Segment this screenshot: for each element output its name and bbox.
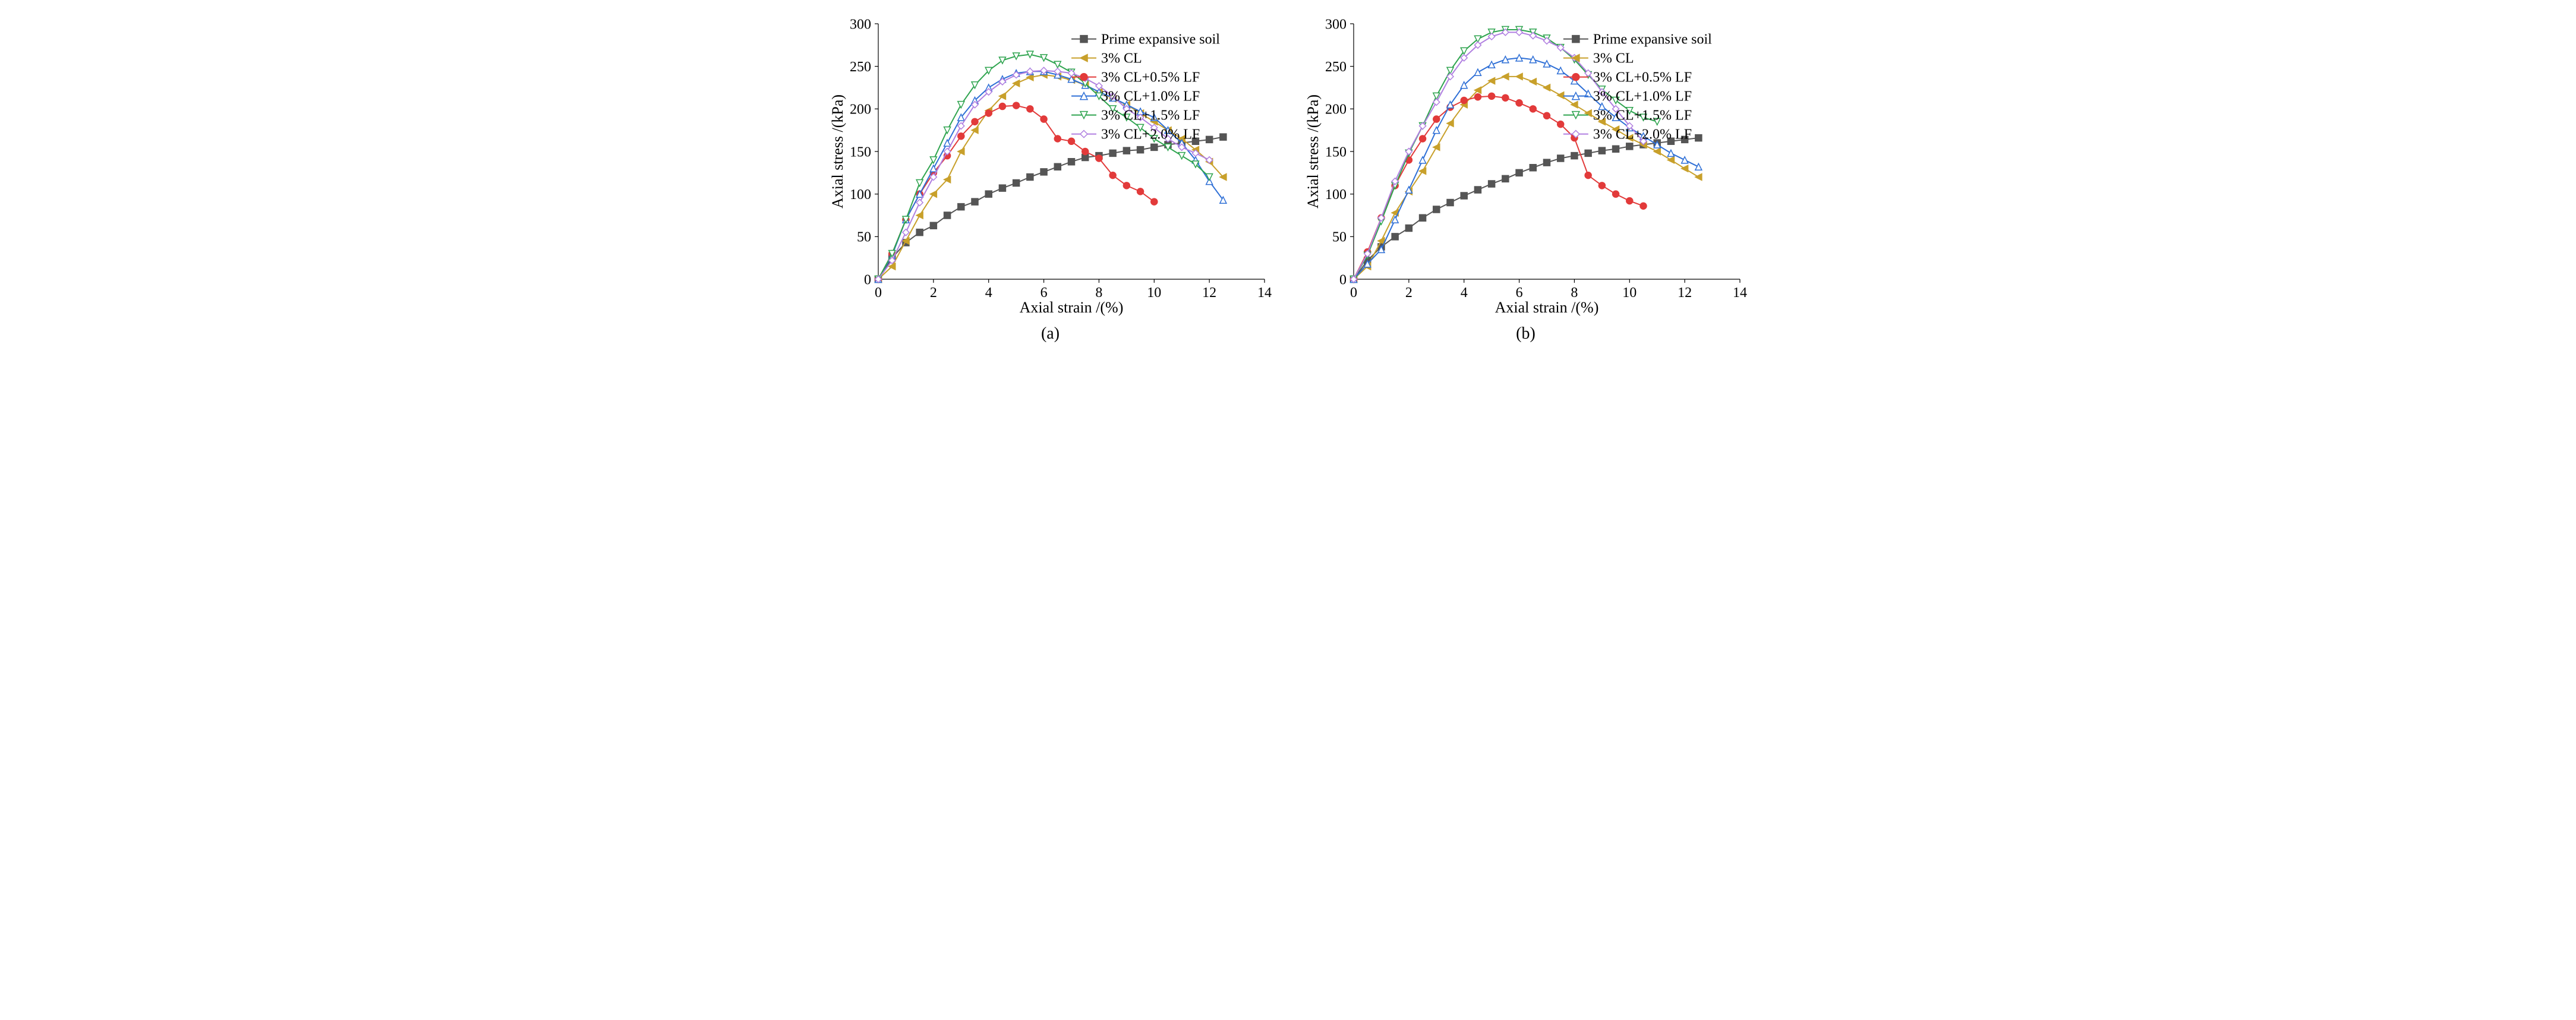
chart-b: 02468101214050100150200250300Axial strai…	[1300, 12, 1752, 321]
svg-text:50: 50	[1332, 230, 1347, 245]
svg-text:100: 100	[1325, 187, 1347, 203]
svg-text:Prime expansive soil: Prime expansive soil	[1101, 31, 1220, 47]
svg-text:14: 14	[1257, 285, 1272, 301]
svg-text:300: 300	[850, 17, 871, 32]
svg-text:50: 50	[857, 230, 871, 245]
svg-text:3% CL: 3% CL	[1593, 50, 1634, 66]
svg-text:250: 250	[850, 59, 871, 75]
svg-text:3% CL+2.0% LF: 3% CL+2.0% LF	[1101, 127, 1200, 142]
svg-text:0: 0	[1339, 272, 1347, 288]
svg-text:12: 12	[1202, 285, 1216, 301]
svg-text:Prime expansive soil: Prime expansive soil	[1593, 31, 1711, 47]
svg-text:4: 4	[985, 285, 992, 301]
svg-text:4: 4	[1460, 285, 1467, 301]
svg-text:Axial strain /(%): Axial strain /(%)	[1019, 299, 1123, 316]
svg-text:12: 12	[1678, 285, 1692, 301]
svg-text:10: 10	[1147, 285, 1161, 301]
svg-text:0: 0	[864, 272, 871, 288]
svg-text:3% CL+1.5% LF: 3% CL+1.5% LF	[1593, 108, 1691, 123]
svg-text:100: 100	[850, 187, 871, 203]
svg-text:Axial stress /(kPa): Axial stress /(kPa)	[1304, 94, 1322, 209]
svg-text:3% CL+1.0% LF: 3% CL+1.0% LF	[1101, 89, 1200, 104]
panel-a-label: (a)	[1041, 324, 1060, 343]
svg-text:200: 200	[1325, 102, 1347, 118]
svg-text:250: 250	[1325, 59, 1347, 75]
svg-text:0: 0	[875, 285, 882, 301]
svg-text:3% CL+2.0% LF: 3% CL+2.0% LF	[1593, 127, 1691, 142]
svg-text:3% CL+1.0% LF: 3% CL+1.0% LF	[1593, 89, 1691, 104]
panel-b: 02468101214050100150200250300Axial strai…	[1300, 12, 1752, 343]
svg-text:Axial stress /(kPa): Axial stress /(kPa)	[829, 94, 846, 209]
svg-text:200: 200	[850, 102, 871, 118]
svg-text:Axial strain /(%): Axial strain /(%)	[1494, 299, 1598, 316]
svg-text:14: 14	[1733, 285, 1747, 301]
svg-text:3% CL+1.5% LF: 3% CL+1.5% LF	[1101, 108, 1200, 123]
svg-text:3% CL: 3% CL	[1101, 50, 1142, 66]
svg-text:150: 150	[850, 144, 871, 160]
panel-b-label: (b)	[1516, 324, 1535, 343]
svg-text:2: 2	[929, 285, 937, 301]
svg-text:10: 10	[1622, 285, 1637, 301]
svg-text:3% CL+0.5% LF: 3% CL+0.5% LF	[1593, 70, 1691, 85]
svg-text:3% CL+0.5% LF: 3% CL+0.5% LF	[1101, 70, 1200, 85]
figure-container: 02468101214050100150200250300Axial strai…	[0, 0, 2576, 355]
svg-text:2: 2	[1405, 285, 1412, 301]
panel-a: 02468101214050100150200250300Axial strai…	[825, 12, 1276, 343]
chart-a: 02468101214050100150200250300Axial strai…	[825, 12, 1276, 321]
svg-text:150: 150	[1325, 144, 1347, 160]
svg-text:0: 0	[1350, 285, 1357, 301]
svg-text:300: 300	[1325, 17, 1347, 32]
